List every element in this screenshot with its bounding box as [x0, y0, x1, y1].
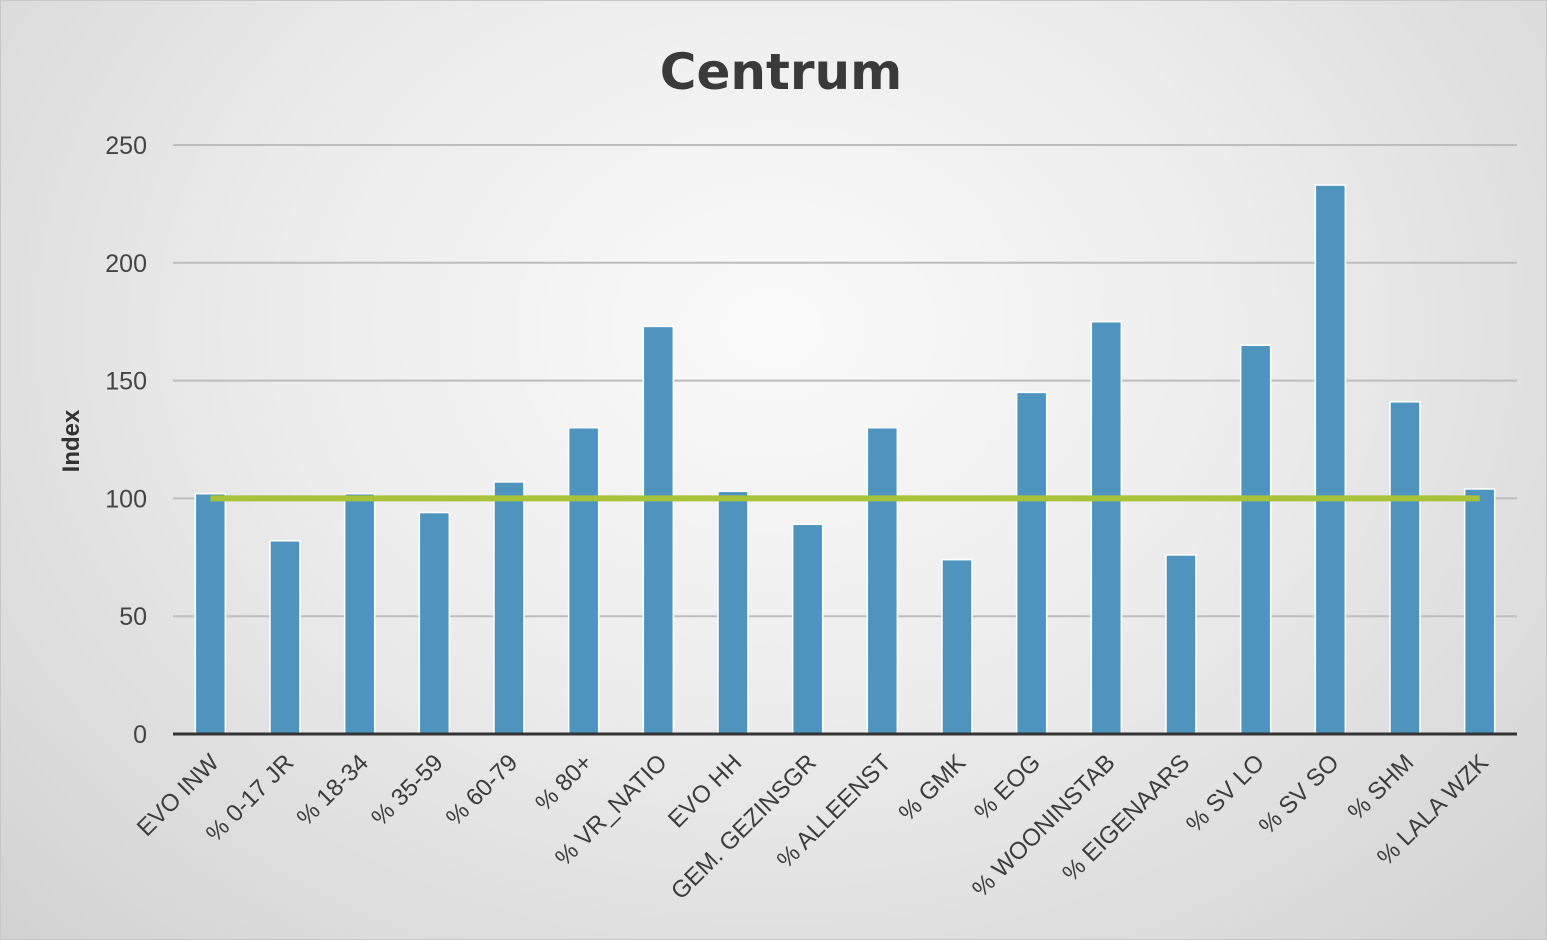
y-tick-label: 200	[105, 250, 147, 278]
bar	[1463, 488, 1496, 735]
bar	[418, 511, 451, 735]
bar	[1239, 344, 1272, 735]
x-tick-label: % 35-59	[366, 749, 448, 831]
y-tick-label: 50	[119, 603, 147, 631]
y-tick-label: 100	[105, 485, 147, 513]
y-tick-label: 150	[105, 368, 147, 396]
bar	[866, 426, 899, 735]
bar	[1389, 401, 1421, 735]
x-axis-ticks: EVO INW% 0-17 JR% 18-34% 35-59% 60-79% 8…	[132, 749, 1494, 905]
bar	[567, 426, 600, 735]
y-tick-label: 250	[105, 132, 147, 160]
x-tick-label: % 18-34	[292, 749, 374, 831]
bar	[194, 492, 227, 735]
bar	[343, 492, 376, 735]
chart-title: Centrum	[660, 43, 902, 101]
bar	[791, 523, 824, 735]
x-tick-label: % SV SO	[1254, 749, 1345, 840]
y-tick-label: 0	[133, 721, 147, 749]
x-tick-label: % GMK	[894, 749, 972, 827]
x-tick-label: % 60-79	[441, 749, 523, 831]
bar	[717, 490, 749, 735]
x-tick-label: % SHM	[1343, 749, 1420, 826]
y-axis-ticks: 0 50 100 150 200 250	[105, 132, 147, 749]
bar	[1314, 184, 1347, 735]
y-axis-label: Index	[58, 409, 85, 472]
bars	[194, 184, 1496, 735]
x-tick-label: % EOG	[969, 749, 1046, 826]
bar	[493, 481, 525, 735]
bar	[1090, 320, 1123, 735]
x-tick-label: % WOONINSTAB	[967, 749, 1121, 903]
bar	[1015, 391, 1048, 735]
x-tick-label: % 80+	[530, 749, 598, 817]
bar	[941, 558, 973, 735]
bar	[642, 325, 675, 735]
bar	[269, 540, 301, 735]
bar	[1165, 554, 1197, 735]
x-tick-label: % EIGENAARS	[1057, 749, 1195, 887]
